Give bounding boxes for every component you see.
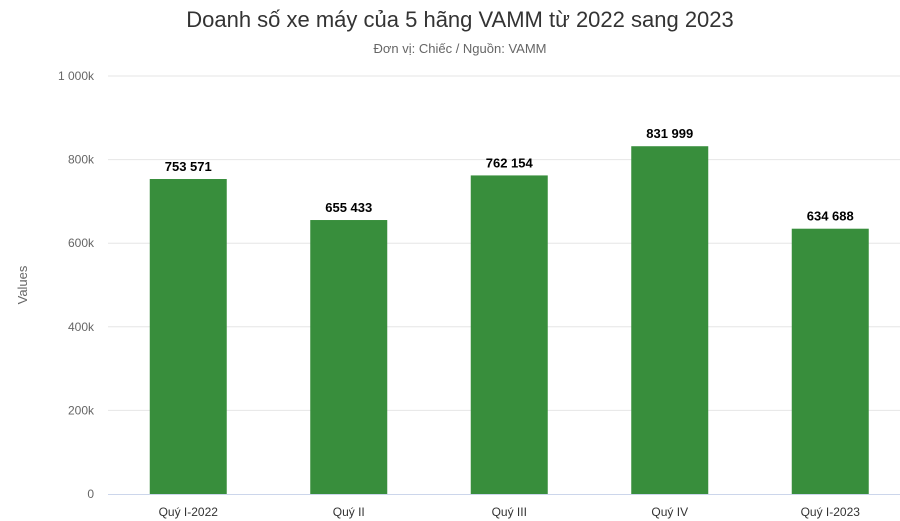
bar[interactable] xyxy=(791,228,869,494)
x-tick-label: Quý III xyxy=(492,505,527,519)
data-label: 753 571 xyxy=(165,159,212,174)
chart-title: Doanh số xe máy của 5 hãng VAMM từ 2022 … xyxy=(186,7,734,32)
data-label: 634 688 xyxy=(807,209,854,224)
x-tick-label: Quý I-2022 xyxy=(159,505,219,519)
y-tick-label: 1 000k xyxy=(58,69,95,83)
x-tick-label: Quý II xyxy=(333,505,365,519)
y-tick-label: 800k xyxy=(68,153,95,167)
data-labels: 753 571 655 433 762 154 831 999 634 688 xyxy=(165,126,854,223)
chart-subtitle: Đơn vị: Chiếc / Nguồn: VAMM xyxy=(373,41,546,56)
data-label: 655 433 xyxy=(325,200,372,215)
bars xyxy=(149,146,869,495)
bar[interactable] xyxy=(631,146,709,494)
y-axis-ticks: 0 200k 400k 600k 800k 1 000k xyxy=(58,69,95,501)
x-axis-ticks: Quý I-2022 Quý II Quý III Quý IV Quý I-2023 xyxy=(159,505,861,519)
bar[interactable] xyxy=(310,220,388,495)
y-tick-label: 600k xyxy=(68,236,95,250)
x-tick-label: Quý I-2023 xyxy=(801,505,861,519)
y-tick-label: 0 xyxy=(87,487,94,501)
data-label: 831 999 xyxy=(646,126,693,141)
y-tick-label: 400k xyxy=(68,320,95,334)
bar[interactable] xyxy=(149,179,227,494)
x-tick-label: Quý IV xyxy=(651,505,688,519)
y-axis-title: Values xyxy=(15,265,30,304)
data-label: 762 154 xyxy=(486,155,534,170)
y-tick-label: 200k xyxy=(68,403,95,417)
bar[interactable] xyxy=(470,175,548,495)
